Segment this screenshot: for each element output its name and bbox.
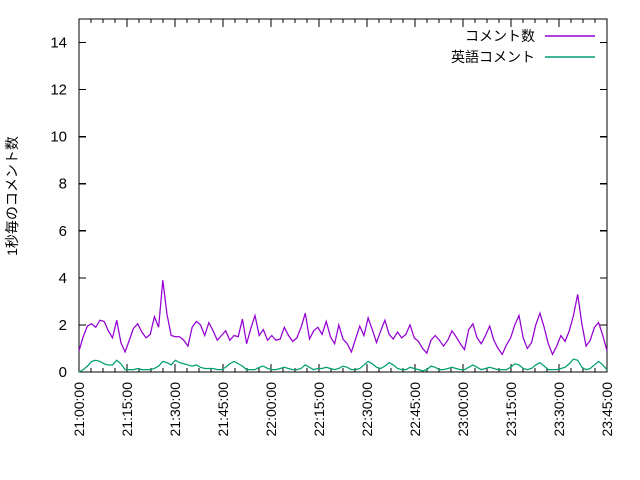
plot-frame — [78, 18, 608, 373]
series-lines — [78, 280, 608, 373]
y-tick-label-14: 14 — [50, 35, 67, 52]
y-tick-label-6: 6 — [59, 223, 67, 240]
series-line-1 — [78, 358, 608, 373]
y-tick-label-0: 0 — [59, 364, 67, 381]
x-tick-label-5: 22:15:00 — [311, 382, 327, 437]
x-tick-label-0: 21:00:00 — [71, 382, 87, 437]
x-tick-label-9: 23:15:00 — [503, 382, 519, 437]
x-tick-label-4: 22:00:00 — [263, 382, 279, 437]
y-tick-label-12: 12 — [50, 82, 67, 99]
x-tick-label-1: 21:15:00 — [119, 382, 135, 437]
y-tick-label-2: 2 — [59, 317, 67, 334]
y-axis-label: 1秒毎のコメント数 — [4, 136, 20, 256]
y-tick-label-8: 8 — [59, 176, 67, 193]
y-tick-label-4: 4 — [59, 270, 67, 287]
x-tick-label-3: 21:45:00 — [215, 382, 231, 437]
x-tick-label-11: 23:45:00 — [599, 382, 615, 437]
x-tick-label-2: 21:30:00 — [167, 382, 183, 437]
x-tick-marks — [78, 19, 608, 372]
legend-label-0: コメント数 — [465, 28, 535, 44]
series-line-0 — [78, 280, 608, 356]
y-tick-marks — [79, 41, 607, 373]
x-tick-label-8: 23:00:00 — [455, 382, 471, 437]
y-tick-label-10: 10 — [50, 129, 67, 146]
legend-label-1: 英語コメント — [451, 49, 535, 65]
x-tick-label-10: 23:30:00 — [551, 382, 567, 437]
y-tick-labels: 0 2 4 6 8 10 12 14 — [50, 35, 67, 381]
x-tick-label-6: 22:30:00 — [359, 382, 375, 437]
x-tick-labels: 21:00:00 21:15:00 21:30:00 21:45:00 22:00:00… — [71, 382, 615, 437]
x-tick-label-7: 22:45:00 — [407, 382, 423, 437]
